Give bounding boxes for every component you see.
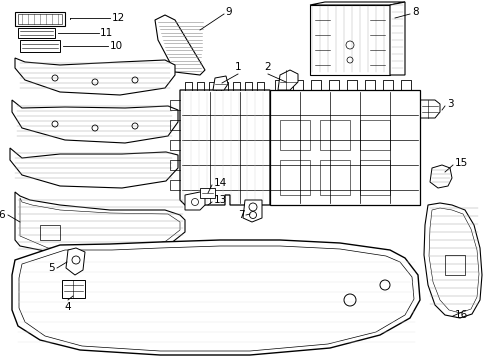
- Text: 3: 3: [447, 99, 454, 109]
- Text: 7: 7: [238, 210, 245, 220]
- Polygon shape: [15, 12, 65, 26]
- Polygon shape: [270, 90, 420, 205]
- Polygon shape: [180, 90, 270, 205]
- Text: 14: 14: [214, 178, 227, 188]
- Text: 15: 15: [455, 158, 468, 168]
- Text: 1: 1: [235, 62, 241, 72]
- Polygon shape: [310, 2, 405, 5]
- Polygon shape: [12, 100, 178, 143]
- Polygon shape: [213, 76, 228, 90]
- Polygon shape: [243, 200, 262, 222]
- Text: 13: 13: [214, 195, 227, 205]
- Polygon shape: [18, 28, 55, 38]
- Text: 8: 8: [412, 7, 418, 17]
- Polygon shape: [66, 248, 85, 275]
- Polygon shape: [10, 148, 178, 188]
- Text: 2: 2: [265, 62, 271, 72]
- Polygon shape: [424, 203, 482, 318]
- Polygon shape: [430, 165, 452, 188]
- Text: 4: 4: [65, 302, 72, 312]
- Polygon shape: [420, 100, 440, 118]
- Polygon shape: [20, 40, 60, 52]
- Polygon shape: [185, 192, 205, 210]
- Polygon shape: [62, 280, 85, 298]
- Text: 10: 10: [110, 41, 123, 51]
- Polygon shape: [390, 2, 405, 75]
- Polygon shape: [278, 70, 298, 90]
- Text: 9: 9: [225, 7, 232, 17]
- Polygon shape: [200, 188, 215, 198]
- Text: 5: 5: [49, 263, 55, 273]
- Text: 16: 16: [455, 310, 468, 320]
- Polygon shape: [12, 240, 420, 355]
- Text: 6: 6: [0, 210, 5, 220]
- Text: 11: 11: [100, 28, 113, 38]
- Polygon shape: [15, 58, 175, 95]
- Polygon shape: [310, 5, 390, 75]
- Text: 12: 12: [112, 13, 125, 23]
- Polygon shape: [155, 15, 205, 75]
- Polygon shape: [15, 192, 185, 254]
